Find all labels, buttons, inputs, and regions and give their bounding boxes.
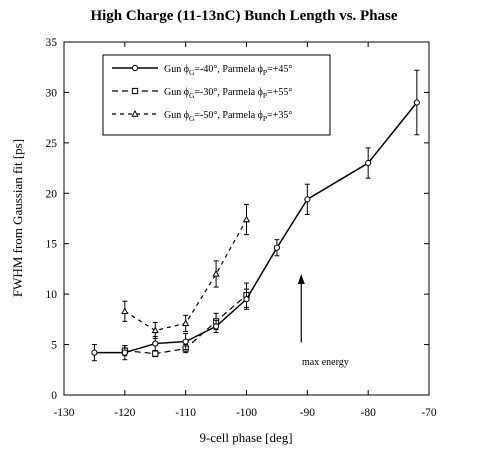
x-tick-label: -130 — [53, 407, 74, 419]
legend-label: Gun ϕG=-40°, Parmela ϕP=+45° — [164, 64, 292, 77]
x-tick-label: -70 — [421, 407, 437, 419]
data-point-circle — [152, 340, 159, 347]
data-point-square — [152, 350, 159, 357]
legend-label: Gun ϕG=-50°, Parmela ϕP=+35° — [164, 110, 292, 123]
legend: Gun ϕG=-40°, Parmela ϕP=+45°Gun ϕG=-30°,… — [102, 54, 331, 136]
max-energy-annotation: max energy — [297, 273, 349, 368]
data-point-circle — [413, 99, 420, 106]
series-line — [94, 102, 418, 354]
legend-text-part: =+45° — [267, 64, 292, 75]
y-tick-label: 0 — [51, 390, 57, 402]
legend-text-part: Gun ϕ — [164, 110, 189, 121]
legend-subscript: P — [263, 114, 267, 123]
x-tick-label: -80 — [360, 407, 376, 419]
y-tick-label: 20 — [46, 188, 58, 200]
legend-text-part: =-40°, Parmela ϕ — [194, 64, 263, 75]
legend-text-part: =+35° — [267, 110, 292, 121]
data-point-circle — [91, 349, 98, 356]
data-point-triangle — [182, 319, 190, 327]
x-tick-label: -100 — [236, 407, 257, 419]
y-tick-label: 5 — [51, 340, 57, 352]
x-axis-label: 9-cell phase [deg] — [199, 430, 292, 445]
data-point-triangle — [151, 326, 159, 334]
legend-subscript: P — [263, 68, 267, 77]
y-axis-label: FWHM from Gaussian fit [ps] — [10, 139, 25, 297]
series-layer — [91, 69, 420, 362]
data-point-triangle — [212, 269, 220, 277]
data-point-circle — [182, 338, 189, 345]
data-point-circle — [304, 196, 311, 203]
legend-subscript: G — [189, 91, 195, 100]
data-point-circle — [273, 244, 281, 251]
data-point-circle — [365, 159, 372, 167]
legend-subscript: P — [263, 91, 267, 100]
legend-text-part: Gun ϕ — [164, 64, 189, 75]
data-point-circle — [243, 296, 250, 303]
y-tick-label: 15 — [46, 239, 58, 251]
legend-text-part: =-30°, Parmela ϕ — [194, 87, 263, 98]
series-triangle — [121, 203, 251, 340]
data-point-circle — [121, 349, 128, 356]
data-point-triangle — [121, 307, 129, 314]
legend-text-part: =-50°, Parmela ϕ — [194, 110, 263, 121]
y-tick-label: 25 — [46, 138, 58, 150]
data-point-triangle — [131, 109, 139, 117]
legend-label: Gun ϕG=-30°, Parmela ϕP=+55° — [164, 87, 292, 100]
legend-text-part: Gun ϕ — [164, 87, 189, 98]
series-circle — [91, 69, 420, 362]
y-tick-label: 35 — [46, 37, 58, 49]
legend-text-part: =+55° — [267, 87, 292, 98]
x-tick-label: -90 — [300, 407, 316, 419]
data-point-circle — [131, 64, 139, 72]
data-point-circle — [212, 323, 220, 330]
legend-subscript: G — [189, 114, 195, 123]
data-point-triangle — [242, 215, 251, 223]
legend-subscript: G — [189, 68, 195, 77]
x-tick-label: -120 — [114, 407, 135, 419]
axis-ticks: -130 -120 -110 -100 -90 -80 -70 0 5 10 15 20 25 30 35 — [46, 37, 437, 419]
annotation-arrow-head — [297, 273, 305, 284]
y-tick-label: 10 — [46, 289, 58, 301]
x-tick-label: -110 — [175, 407, 196, 419]
y-tick-label: 30 — [46, 87, 58, 99]
max-energy-label: max energy — [302, 357, 349, 368]
series-line — [124, 219, 248, 332]
chart-title: High Charge (11-13nC) Bunch Length vs. P… — [90, 8, 397, 24]
data-point-square — [131, 87, 139, 95]
